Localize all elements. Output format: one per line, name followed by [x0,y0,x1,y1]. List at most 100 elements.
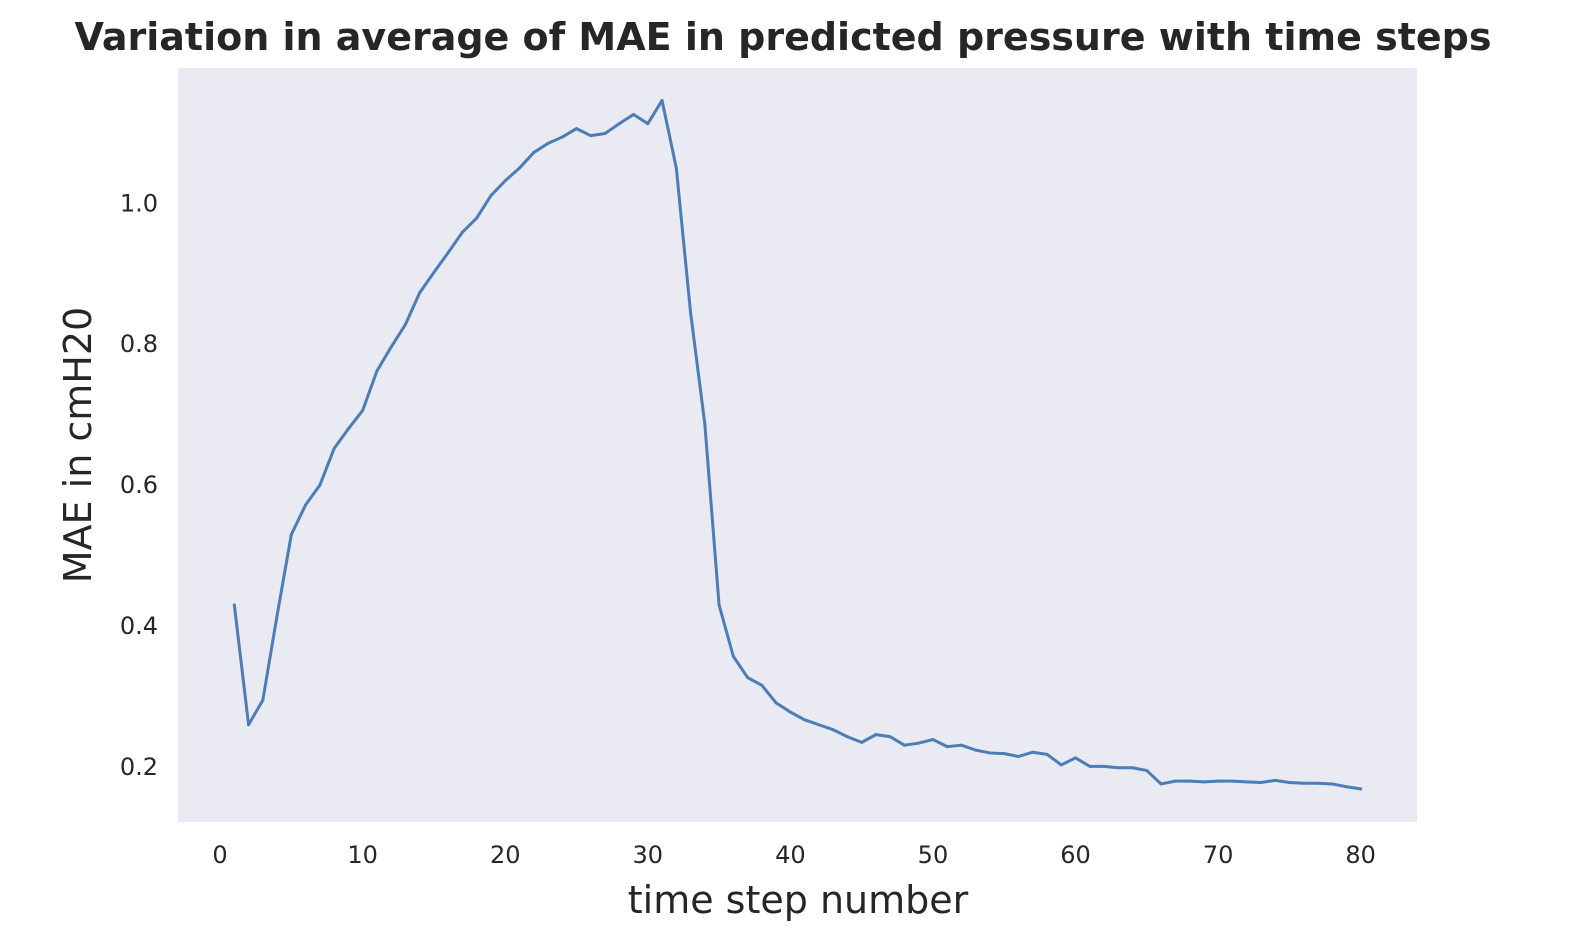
data-point [1131,766,1135,770]
data-point [1287,781,1291,785]
data-point [560,135,564,139]
data-point [1316,781,1320,785]
data-point [1216,779,1220,783]
plot-area [178,68,1417,822]
data-point [746,676,750,680]
data-point [389,345,393,349]
data-point [902,743,906,747]
x-tick-label: 10 [347,841,378,869]
data-point [974,748,978,752]
data-point [346,427,350,431]
data-point [788,710,792,714]
data-point [860,740,864,744]
data-point [275,614,279,618]
data-point [375,369,379,373]
data-point [845,735,849,739]
data-point [532,151,536,155]
data-point [403,323,407,326]
data-point [945,745,949,749]
data-point [931,738,935,742]
data-point [232,603,236,607]
x-tick-label: 50 [918,841,949,869]
data-point [361,408,365,412]
x-tick-label: 30 [633,841,664,869]
data-point [874,733,878,737]
x-axis-label: time step number [628,878,969,922]
data-point [689,311,693,315]
series-line [232,98,1363,791]
data-point [703,422,707,426]
data-point [1330,782,1334,786]
data-point [517,166,521,170]
data-point [332,447,336,451]
data-point [1302,781,1306,785]
x-tick-label: 70 [1203,841,1234,869]
data-point [674,166,678,170]
x-tick-label: 20 [490,841,521,869]
x-tick-label: 60 [1060,841,1091,869]
data-point [774,701,778,705]
data-point [1188,779,1192,783]
data-points [232,98,1363,791]
data-point [731,654,735,658]
data-point [959,743,963,747]
data-point [603,132,607,136]
data-point [446,251,450,255]
data-point [475,216,479,220]
y-axis-label: MAE in cmH20 [56,307,100,583]
y-tick-label: 0.6 [120,471,158,499]
x-tick-label: 80 [1345,841,1376,869]
y-tick-label: 0.4 [120,612,158,640]
data-point [1045,752,1049,756]
data-point [418,291,422,295]
data-point [1359,787,1363,791]
data-point [717,603,721,607]
data-point [1116,766,1120,770]
data-point [1259,781,1263,785]
data-point [803,718,807,722]
data-point [1173,779,1177,783]
data-point [503,179,507,183]
data-point [988,751,992,755]
data-point [760,683,764,687]
data-point [1145,769,1149,773]
y-tick-label: 1.0 [120,189,158,217]
data-point [460,230,464,234]
data-point [817,723,821,727]
data-point [617,122,621,126]
data-point [575,127,578,131]
data-point [546,141,550,145]
data-point [660,98,664,102]
data-point [1002,752,1006,756]
data-point [1159,782,1163,786]
data-point [1202,780,1206,784]
data-point [261,698,265,702]
data-point [917,741,921,745]
x-tick-label: 40 [775,841,806,869]
data-point [1017,754,1020,758]
data-point [1031,750,1035,754]
data-point [831,728,835,732]
data-point [1102,764,1106,768]
chart-title: Variation in average of MAE in predicted… [75,15,1492,59]
y-axis-ticks: 0.2 0.4 0.6 0.8 1.0 [120,189,158,781]
data-point [432,270,436,274]
data-point [589,134,593,138]
data-point [489,194,493,198]
data-point [304,503,308,507]
data-point [632,113,636,117]
data-point [888,735,892,739]
data-point [1088,764,1092,768]
data-point [1074,756,1078,760]
data-point [1273,778,1277,782]
y-tick-label: 0.2 [120,753,158,781]
data-point [1245,780,1249,784]
data-point [1344,785,1348,789]
y-tick-label: 0.8 [120,330,158,358]
data-point [646,122,650,126]
data-point [247,723,251,727]
x-tick-label: 0 [212,841,227,869]
data-point [1059,763,1063,767]
x-axis-ticks: 0 10 20 30 40 50 60 70 80 [212,841,1376,869]
